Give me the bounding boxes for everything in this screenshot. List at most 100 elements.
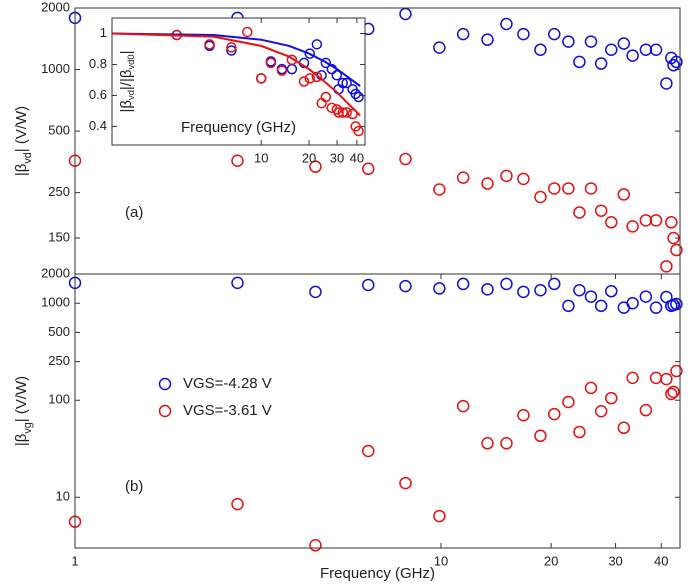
y-axis-label: |βvd| (V/W) xyxy=(13,106,34,176)
data-point xyxy=(265,57,277,69)
data-point xyxy=(649,301,663,314)
y-axis-label: |βvd|/|βvd0| xyxy=(118,51,137,113)
data-point xyxy=(320,91,332,103)
fit-line xyxy=(111,32,361,87)
data-point xyxy=(534,429,547,443)
data-point xyxy=(573,206,586,219)
data-point xyxy=(456,171,470,184)
data-point xyxy=(649,43,663,56)
data-point xyxy=(517,409,530,422)
data-point xyxy=(286,54,298,66)
data-point xyxy=(456,399,470,413)
data-point xyxy=(605,43,618,56)
data-point xyxy=(670,55,683,69)
label-part: |β xyxy=(13,163,30,176)
data-point xyxy=(399,476,412,490)
data-point xyxy=(649,214,663,227)
legend-label: VGS=-3.61 V xyxy=(183,402,272,419)
data-point xyxy=(562,35,575,48)
data-point xyxy=(534,43,547,56)
x-tick-label: 1 xyxy=(71,553,78,568)
data-point xyxy=(534,284,547,297)
legend-marker xyxy=(158,404,172,418)
data-point xyxy=(341,107,352,118)
data-point xyxy=(670,364,683,378)
data-point xyxy=(667,231,680,245)
x-tick-label: 30 xyxy=(608,553,622,568)
data-point xyxy=(605,391,618,405)
label-part: vd0 xyxy=(126,54,136,69)
data-point xyxy=(617,188,631,201)
data-point xyxy=(320,57,332,69)
data-point xyxy=(481,283,494,296)
y-tick-label: 150 xyxy=(48,229,70,244)
data-point xyxy=(626,49,639,62)
data-point xyxy=(639,403,653,417)
y-tick-label: 0.6 xyxy=(89,87,107,102)
data-point xyxy=(626,371,639,385)
data-point xyxy=(362,444,375,458)
data-point xyxy=(311,39,323,50)
data-point xyxy=(584,381,598,395)
data-point xyxy=(517,285,530,299)
data-point xyxy=(481,437,494,450)
label-part: vd xyxy=(126,90,136,100)
data-point xyxy=(333,107,344,118)
data-point xyxy=(667,58,680,72)
data-point xyxy=(562,395,575,409)
data-point xyxy=(433,41,446,54)
label-part: |β xyxy=(118,100,135,113)
data-point xyxy=(309,539,322,552)
data-point xyxy=(626,296,639,310)
x-tick-label: 30 xyxy=(330,150,344,165)
data-point xyxy=(594,204,608,217)
y-axis-label: |βvg| (V/W) xyxy=(13,376,34,446)
plot-frame xyxy=(74,273,681,549)
data-point xyxy=(548,27,561,41)
data-point xyxy=(433,183,446,196)
data-point xyxy=(500,437,513,450)
data-point xyxy=(226,42,237,53)
y-tick-label: 10 xyxy=(56,489,70,504)
data-point xyxy=(665,216,678,229)
data-point xyxy=(670,243,683,257)
y-tick-label: 500 xyxy=(48,123,70,138)
data-point xyxy=(548,407,561,421)
data-point xyxy=(660,372,673,386)
data-point xyxy=(341,77,352,89)
data-point xyxy=(594,299,608,313)
x-tick-label: 10 xyxy=(434,553,448,568)
data-point xyxy=(548,277,561,291)
y-tick-label: 500 xyxy=(48,324,70,339)
x-tick-label: 10 xyxy=(254,150,268,165)
data-point xyxy=(204,39,215,50)
data-point xyxy=(231,154,244,168)
x-tick-label: 20 xyxy=(302,150,316,165)
data-point xyxy=(562,182,575,195)
data-point xyxy=(660,260,673,273)
panel: 10 100 250 500 1000 2000 1 10 20 30 40 (b) Frequency… xyxy=(13,265,683,582)
y-tick-label: 100 xyxy=(48,392,70,407)
data-point xyxy=(337,77,349,89)
data-point xyxy=(231,276,244,290)
data-point xyxy=(481,177,494,190)
data-point xyxy=(500,169,513,183)
data-point xyxy=(584,290,598,303)
y-tick-label: 1000 xyxy=(41,61,70,76)
data-point xyxy=(605,216,618,229)
label-part: |β xyxy=(13,433,30,446)
data-point xyxy=(353,125,364,137)
data-point xyxy=(639,43,653,56)
data-point xyxy=(298,76,310,87)
y-tick-label: 250 xyxy=(48,353,70,368)
data-point xyxy=(337,107,349,118)
y-tick-label: 2000 xyxy=(41,265,70,280)
data-point xyxy=(304,48,315,59)
data-point xyxy=(362,278,375,292)
x-axis-label: Frequency (GHz) xyxy=(181,119,296,136)
data-point xyxy=(548,182,561,195)
data-point xyxy=(311,71,323,83)
data-point xyxy=(594,57,608,70)
data-point xyxy=(500,17,513,31)
